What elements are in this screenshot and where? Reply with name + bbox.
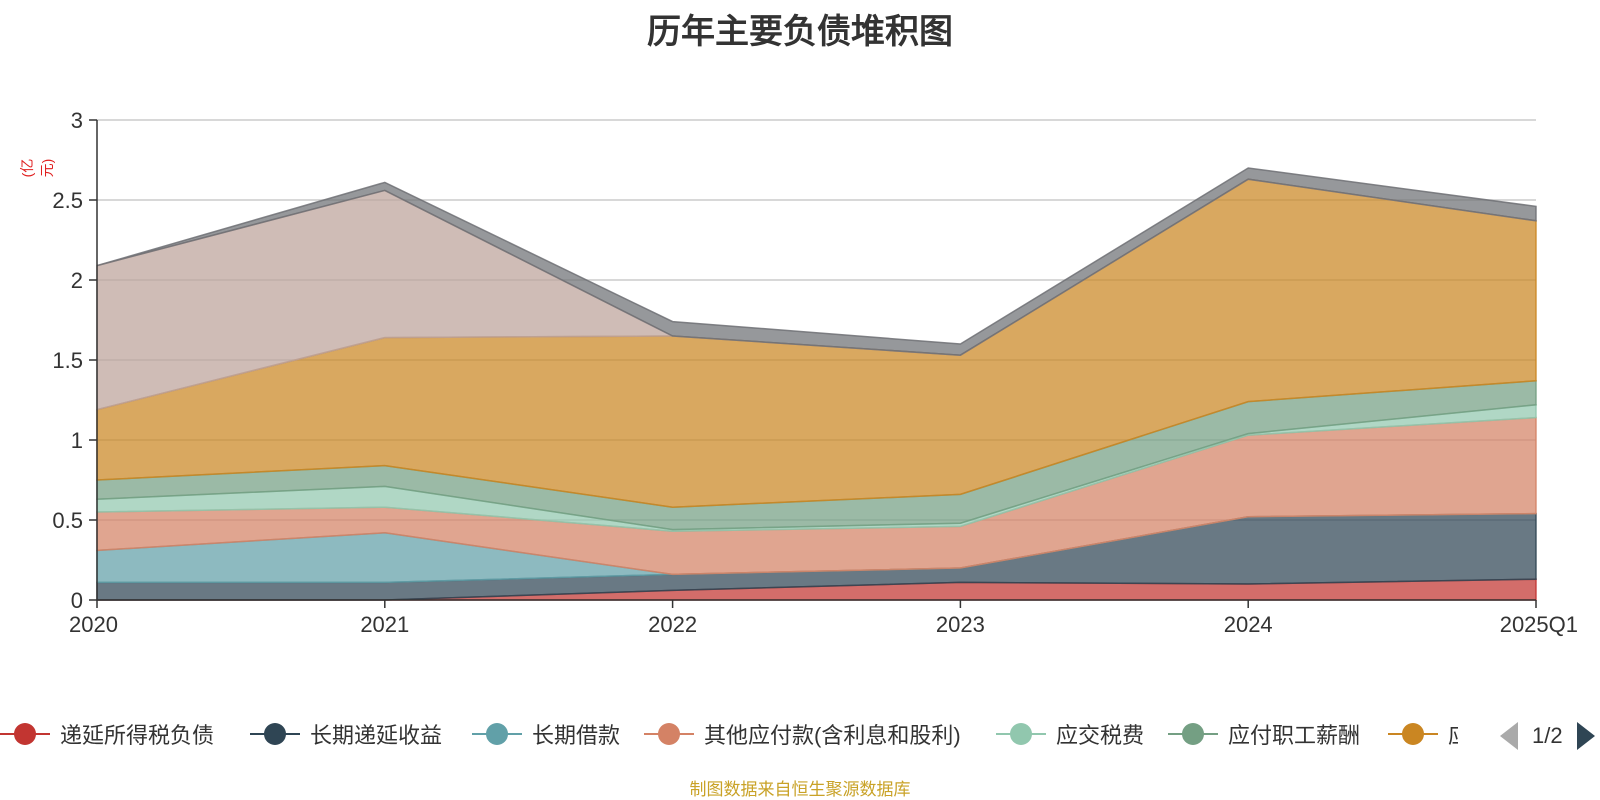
x-tick-label: 2022 xyxy=(648,612,697,637)
y-tick-label: 2.5 xyxy=(52,188,83,213)
legend-marker-icon xyxy=(996,716,1046,752)
y-tick-label: 2 xyxy=(71,268,83,293)
legend-label: 应付职工薪酬 xyxy=(1228,723,1361,748)
legend-label: 长期递延收益 xyxy=(310,723,443,748)
legend-marker-icon xyxy=(472,716,522,752)
legend-item[interactable]: 应交税费 xyxy=(996,716,1144,752)
x-tick-label: 2023 xyxy=(936,612,985,637)
chart-title: 历年主要负债堆积图 xyxy=(647,13,953,51)
legend-item[interactable]: 递延所得税负债 xyxy=(0,716,214,752)
axes: 0 0.5 1 1.5 2 2.5 3 2020 2021 2022 2023 2024 2025Q1 xyxy=(52,108,1578,637)
y-tick-label: 1.5 xyxy=(52,348,83,373)
legend-marker-icon xyxy=(250,716,300,752)
x-tick-label: 2024 xyxy=(1224,612,1273,637)
legend-label: 递延所得税负债 xyxy=(60,723,215,748)
next-page-icon[interactable] xyxy=(1576,722,1595,750)
legend: 递延所得税负债 长期递延收益 长期借款 其他应付款(含利息和股利) 应交税费 应付职工薪酬… xyxy=(0,716,1600,760)
x-tick-label: 2020 xyxy=(69,612,118,637)
y-tick-label: 1 xyxy=(71,428,83,453)
x-tick-label: 2025Q1 xyxy=(1500,612,1578,637)
data-source-note: 制图数据来自恒生聚源数据库 xyxy=(689,780,911,799)
legend-pager: 1/2 xyxy=(1500,718,1595,754)
legend-marker-icon xyxy=(1168,716,1218,752)
legend-marker-icon xyxy=(0,716,50,752)
legend-label: 应付账款 xyxy=(1448,718,1458,750)
y-tick-label: 0 xyxy=(71,588,83,613)
legend-item[interactable]: 长期借款 xyxy=(472,716,620,752)
y-tick-label: 0.5 xyxy=(52,508,83,533)
legend-items: 递延所得税负债 长期递延收益 长期借款 其他应付款(含利息和股利) 应交税费 应付职工薪酬… xyxy=(0,716,1458,760)
prev-page-icon[interactable] xyxy=(1500,722,1518,750)
legend-marker-icon xyxy=(644,716,694,752)
stacked-areas xyxy=(96,167,1537,601)
legend-item[interactable]: 其他应付款(含利息和股利) xyxy=(644,716,961,752)
legend-marker-icon xyxy=(1388,716,1438,752)
legend-page-number: 1/2 xyxy=(1532,723,1563,748)
legend-label: 应交税费 xyxy=(1056,723,1145,748)
legend-item[interactable]: 应付账款 xyxy=(1388,716,1458,752)
area-chart: 0 0.5 1 1.5 2 2.5 3 2020 2021 2022 2023 2024 2025Q1 xyxy=(52,108,1578,637)
legend-item[interactable]: 应付职工薪酬 xyxy=(1168,716,1360,752)
y-tick-label: 3 xyxy=(71,108,83,133)
x-tick-label: 2021 xyxy=(360,612,409,637)
legend-label: 其他应付款(含利息和股利) xyxy=(704,723,961,748)
area-series-8 xyxy=(96,167,1537,356)
legend-item[interactable]: 长期递延收益 xyxy=(250,716,442,752)
legend-label: 长期借款 xyxy=(532,723,621,748)
